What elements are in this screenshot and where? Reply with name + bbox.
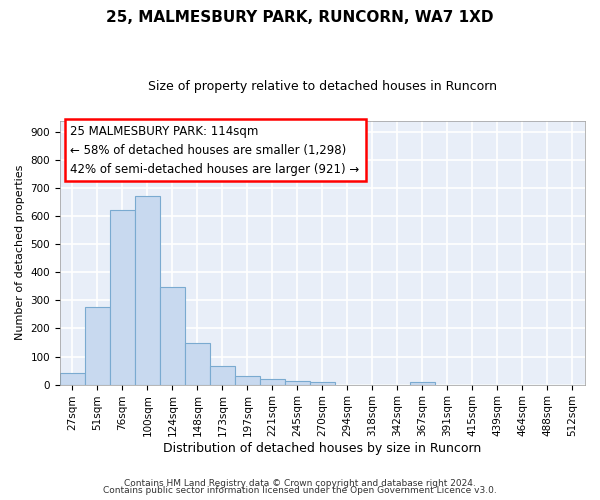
Text: 25, MALMESBURY PARK, RUNCORN, WA7 1XD: 25, MALMESBURY PARK, RUNCORN, WA7 1XD [106,10,494,25]
Bar [210,366,235,384]
Bar [110,210,135,384]
Text: 25 MALMESBURY PARK: 114sqm
← 58% of detached houses are smaller (1,298)
42% of s: 25 MALMESBURY PARK: 114sqm ← 58% of deta… [70,124,359,176]
Title: Size of property relative to detached houses in Runcorn: Size of property relative to detached ho… [148,80,497,93]
Bar [160,287,185,384]
Bar [285,381,310,384]
Text: Contains public sector information licensed under the Open Government Licence v3: Contains public sector information licen… [103,486,497,495]
Y-axis label: Number of detached properties: Number of detached properties [15,165,25,340]
Bar [260,379,285,384]
Bar [410,382,435,384]
Bar [135,196,160,384]
Bar [85,306,110,384]
Bar [60,372,85,384]
Text: Contains HM Land Registry data © Crown copyright and database right 2024.: Contains HM Land Registry data © Crown c… [124,478,476,488]
Bar [185,343,210,384]
Bar [235,376,260,384]
Bar [310,382,335,384]
X-axis label: Distribution of detached houses by size in Runcorn: Distribution of detached houses by size … [163,442,482,455]
